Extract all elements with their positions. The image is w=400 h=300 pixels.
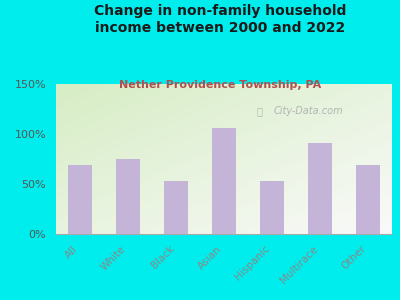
Text: Ⓜ: Ⓜ (256, 106, 262, 116)
Bar (356, 165, 380, 234)
Text: Nether Providence Township, PA: Nether Providence Township, PA (119, 80, 321, 89)
Bar (212, 128, 236, 234)
Text: City-Data.com: City-Data.com (273, 106, 343, 116)
Bar (260, 181, 284, 234)
Bar (116, 159, 140, 234)
Bar (164, 181, 188, 234)
Bar (68, 165, 92, 234)
Bar (308, 143, 332, 234)
Text: Change in non-family household
income between 2000 and 2022: Change in non-family household income be… (94, 4, 346, 35)
